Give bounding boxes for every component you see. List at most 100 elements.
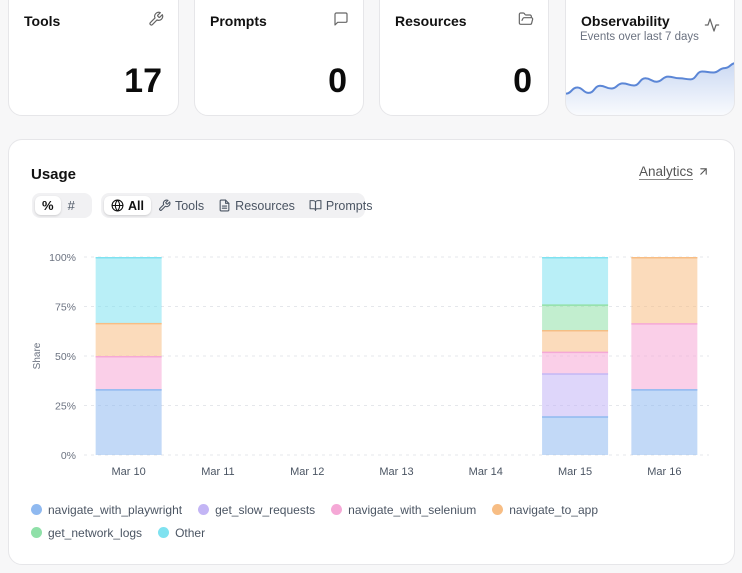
globe-icon [111,199,124,212]
usage-card: Usage Analytics % # All Tools Resources … [8,139,735,565]
filter-tools-label: Tools [174,198,205,213]
observability-sparkline [566,62,734,115]
bar-segment-navigate-with-selenium[interactable] [95,356,162,390]
x-tick-label: Mar 14 [469,466,503,478]
y-tick-label: 0% [61,450,76,462]
bar-segment-navigate-to-app[interactable] [542,330,609,352]
filter-toggle: All Tools Resources Prompts [101,193,372,218]
stat-card-tools[interactable]: Tools 17 [8,0,179,116]
y-axis-label: Share [32,342,43,369]
legend-swatch [31,504,42,515]
legend-label: navigate_with_playwright [48,502,183,517]
legend-swatch [331,504,343,515]
usage-chart: 0% 25% 50% 75% 100% Share Mar 10 Mar 11 Mar 12 Ma… [32,252,709,478]
mode-percent-button[interactable]: % [35,196,61,215]
bar-segment-fill [95,356,162,390]
stat-card-prompts[interactable]: Prompts 0 [194,0,364,116]
chart-legend: navigate_with_playwright get_slow_request… [31,502,721,540]
stat-value: 0 [328,62,347,100]
filter-resources-button[interactable]: Resources [211,196,302,215]
wrench-icon [159,199,171,211]
bar-segment-fill [631,389,698,455]
bar-segment-fill [631,257,698,324]
legend-swatch [158,527,170,538]
legend-item[interactable]: navigate_with_playwright [31,502,183,517]
x-tick-label: Mar 16 [647,466,681,478]
analytics-link[interactable]: Analytics [639,164,710,179]
x-tick-label: Mar 15 [558,466,592,478]
bar-segment-fill [95,389,162,455]
filter-resources-label: Resources [235,198,295,213]
usage-title: Usage [31,166,77,183]
bar-segment-fill [542,257,609,305]
x-tick-label: Mar 12 [290,466,324,478]
legend-item[interactable]: get_network_logs [31,525,143,540]
filter-tools-button[interactable]: Tools [151,196,211,215]
x-tick-label: Mar 10 [112,466,146,478]
bar-segment-navigate-to-app[interactable] [631,257,698,324]
legend-label: navigate_to_app [509,502,598,517]
observability-card[interactable]: Observability Events over last 7 days [565,0,735,116]
observability-subtitle: Events over last 7 days [580,31,699,43]
y-tick-label: 75% [55,302,76,314]
bar-segment-navigate-with-playwright[interactable] [631,389,698,455]
bar-segment-navigate-with-selenium[interactable] [631,323,698,390]
arrow-up-right-icon [700,168,707,175]
mode-count-button[interactable]: # [61,196,82,215]
bar-segment-Other[interactable] [542,257,609,305]
stat-value: 0 [513,62,532,100]
legend-label: Other [175,525,206,540]
bar-segment-fill [542,304,609,331]
stat-card-resources[interactable]: Resources 0 [379,0,549,116]
bar-segment-navigate-to-app[interactable] [95,322,162,356]
legend-item[interactable]: navigate_to_app [492,502,598,517]
x-tick-label: Mar 13 [379,466,413,478]
y-tick-label: 25% [55,401,76,413]
bar-segment-Other[interactable] [95,257,162,323]
legend-swatch [492,504,504,515]
bar-segment-fill [95,257,162,323]
bar-segment-navigate-with-selenium[interactable] [542,351,609,374]
x-tick-label: Mar 11 [201,466,234,478]
wrench-icon [149,11,164,26]
legend-swatch [31,527,42,538]
y-tick-label: 100% [49,252,76,264]
legend-label: get_slow_requests [215,502,316,517]
filter-all-button[interactable]: All [104,196,151,215]
legend-item[interactable]: Other [158,525,206,540]
observability-title: Observability [581,13,670,29]
analytics-label[interactable]: Analytics [638,164,693,179]
stat-title: Prompts [210,13,267,29]
y-tick-label: 50% [55,351,76,363]
bar-segment-fill [542,351,609,374]
folder-open-icon [518,12,534,25]
legend-item[interactable]: get_slow_requests [198,502,316,517]
mode-toggle: % # [32,193,92,218]
legend-label: navigate_with_selenium [348,502,477,517]
legend-item[interactable]: navigate_with_selenium [331,502,477,517]
filter-all-label: All [128,198,144,213]
file-text-icon [219,199,230,212]
bar-segment-navigate-with-playwright[interactable] [542,416,609,455]
bar-segment-get-network-logs[interactable] [542,304,609,331]
activity-icon [704,18,720,32]
legend-swatch [198,504,210,515]
bar-segment-fill [542,373,609,417]
filter-prompts-label: Prompts [325,198,373,213]
sparkline-area [566,63,734,115]
stat-title: Resources [395,13,467,29]
bar-segment-fill [95,322,162,356]
legend-label: get_network_logs [48,525,143,540]
bar-segment-navigate-with-playwright[interactable] [95,389,162,455]
sparkline-line [566,62,734,95]
filter-prompts-button[interactable]: Prompts [302,196,380,215]
bar-segment-get-slow-requests[interactable] [542,373,609,417]
book-open-icon [309,200,322,211]
mode-count-label: # [67,198,75,213]
bar-segment-fill [542,416,609,455]
bar-segment-fill [631,323,698,390]
message-square-icon [334,12,348,26]
stat-title: Tools [24,13,61,29]
bar-segment-fill [542,330,609,352]
stat-value: 17 [124,62,162,100]
